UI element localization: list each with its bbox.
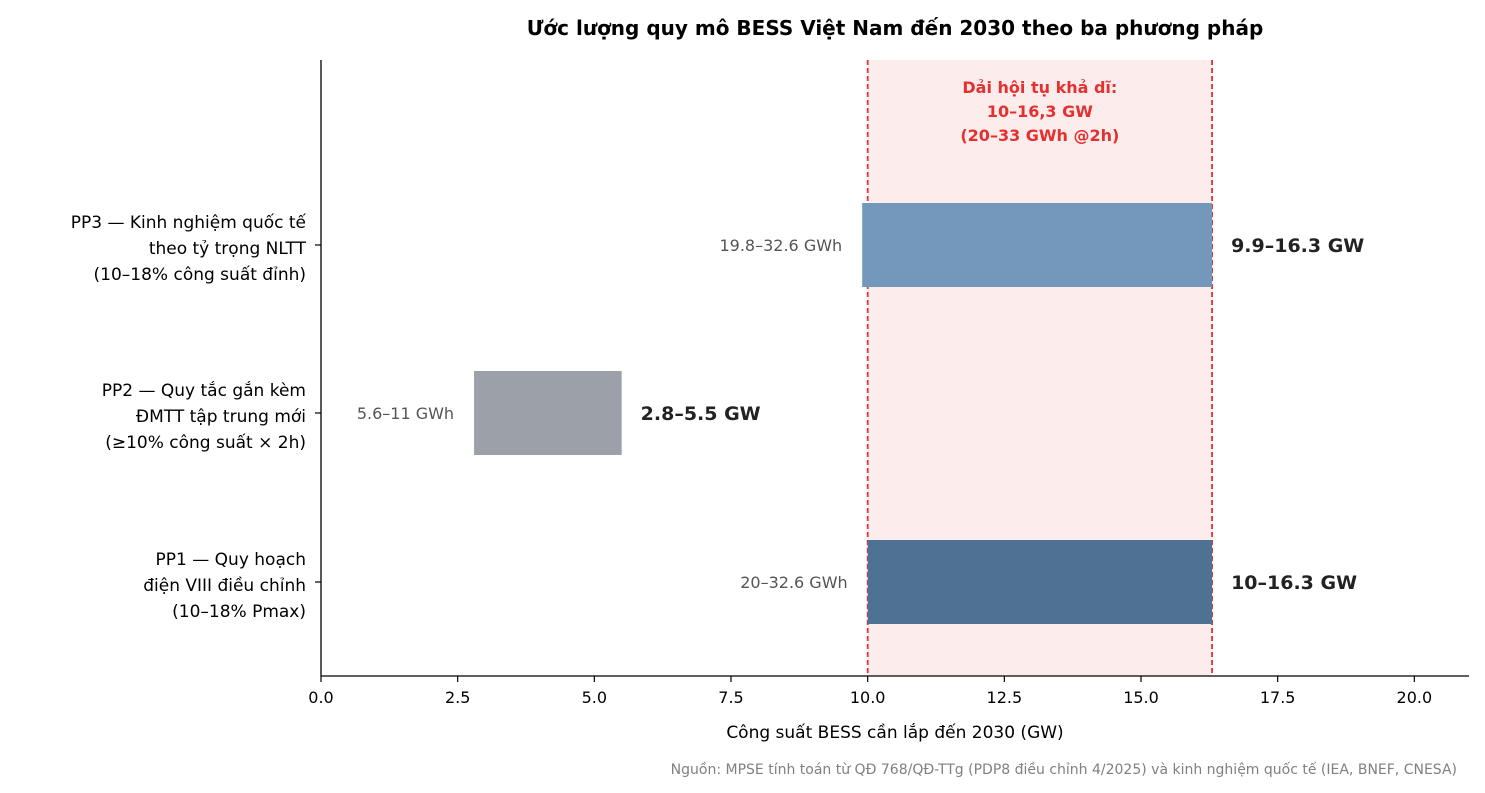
range-bar [862, 203, 1213, 287]
band-label-line: (20–33 GWh @2h) [960, 126, 1119, 145]
chart-title: Ước lượng quy mô BESS Việt Nam đến 2030 … [527, 16, 1264, 40]
x-tick-label: 7.5 [718, 688, 743, 707]
energy-label: 20–32.6 GWh [740, 573, 847, 592]
x-tick-label: 12.5 [987, 688, 1023, 707]
band-label-line: Dải hội tụ khả dĩ: [962, 78, 1117, 97]
x-axis-label: Công suất BESS cần lắp đến 2030 (GW) [726, 722, 1063, 743]
y-category-label-line: PP1 — Quy hoạch [156, 550, 306, 570]
y-category-label: PP3 — Kinh nghiệm quốc tế theo tỷ trọng N… [71, 212, 307, 285]
band-label-line: 10–16,3 GW [987, 102, 1093, 121]
y-category-label: PP2 — Quy tắc gắn kèm ĐMTT tập trung mới (… [102, 380, 306, 453]
power-label: 10–16.3 GW [1231, 572, 1357, 594]
y-category-label-line: PP2 — Quy tắc gắn kèm [102, 380, 306, 401]
x-tick-label: 20.0 [1397, 688, 1433, 707]
energy-label: 19.8–32.6 GWh [719, 236, 842, 255]
y-category-label-line: PP3 — Kinh nghiệm quốc tế [71, 212, 307, 233]
x-tick-label: 5.0 [582, 688, 607, 707]
y-category-label-line: (≥10% công suất × 2h) [105, 432, 306, 453]
y-category-label-line: (10–18% Pmax) [172, 602, 306, 622]
y-category-label: PP1 — Quy hoạch điện VIII điều chỉnh (10–1… [143, 550, 306, 622]
y-category-label-line: theo tỷ trọng NLTT [149, 239, 307, 259]
range-bar [474, 371, 622, 455]
energy-label: 5.6–11 GWh [357, 404, 454, 423]
source-note: Nguồn: MPSE tính toán từ QĐ 768/QĐ-TTg (… [671, 761, 1457, 778]
y-category-label-line: ĐMTT tập trung mới [136, 407, 306, 427]
band-label: Dải hội tụ khả dĩ: 10–16,3 GW (20–33 GWh @… [960, 78, 1119, 145]
x-tick-label: 2.5 [445, 688, 470, 707]
y-category-label-line: (10–18% công suất đỉnh) [94, 264, 306, 285]
bars-layer: 19.8–32.6 GWh 9.9–16.3 GW PP3 — Kinh nghiệ… [71, 203, 1364, 624]
x-tick-label: 10.0 [850, 688, 886, 707]
x-tick-label: 15.0 [1123, 688, 1159, 707]
power-label: 9.9–16.3 GW [1231, 235, 1364, 257]
axes-layer: 0.0 2.5 5.0 7.5 10.0 12.5 15.0 17.5 20.0 [308, 60, 1469, 707]
x-tick-label: 0.0 [308, 688, 333, 707]
x-tick-label: 17.5 [1260, 688, 1296, 707]
y-category-label-line: điện VIII điều chỉnh [143, 575, 306, 596]
range-bar [867, 540, 1213, 624]
power-label: 2.8–5.5 GW [641, 403, 761, 425]
